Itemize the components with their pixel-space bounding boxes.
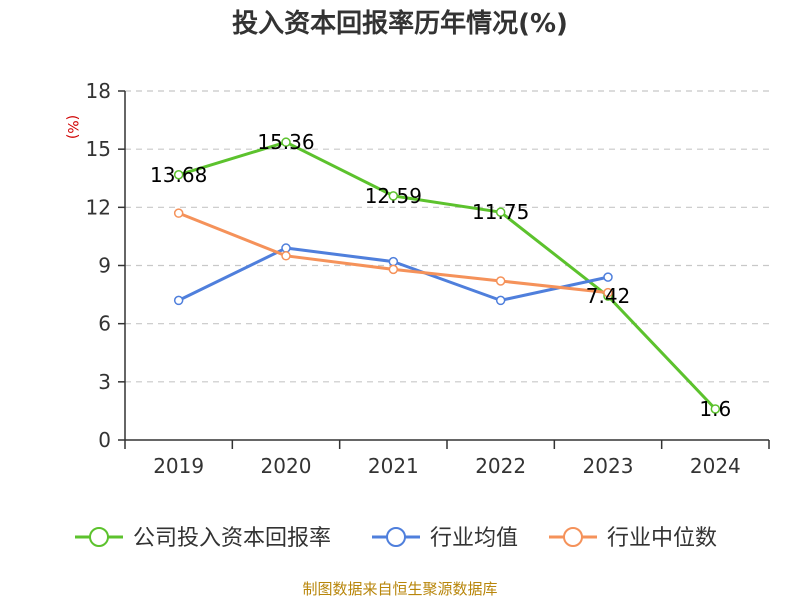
series-line-0	[178, 140, 717, 411]
data-point	[388, 264, 399, 275]
x-tick-label: 2020	[261, 454, 312, 478]
data-labels: 13.68 15.36 12.59 11.75 7.42 1.6	[150, 130, 731, 421]
legend-marker-icon	[89, 527, 109, 547]
legend[interactable]: 公司投入资本回报率 行业均值 行业中位数	[75, 526, 717, 551]
data-point	[281, 251, 291, 261]
y-tick-label: 12	[86, 195, 111, 219]
grid-lines	[125, 90, 769, 383]
data-point	[281, 137, 291, 147]
y-tick-label: 9	[98, 254, 111, 278]
legend-label: 公司投入资本回报率	[133, 526, 331, 551]
x-tick-label: 2022	[475, 454, 526, 478]
series-lines	[173, 137, 721, 414]
legend-marker-icon	[386, 527, 406, 547]
data-point	[281, 243, 291, 253]
y-tick-label: 3	[98, 370, 111, 394]
data-label: 12.59	[365, 184, 422, 208]
legend-item-2[interactable]: 行业中位数	[549, 526, 717, 551]
series-line-1	[178, 246, 609, 302]
legend-label: 行业中位数	[607, 526, 717, 551]
y-axis-label: (%)	[64, 115, 80, 139]
data-point	[173, 295, 184, 306]
data-label: 7.42	[586, 284, 631, 308]
data-point	[173, 170, 184, 180]
data-point	[495, 207, 506, 217]
x-tick-label: 2019	[153, 454, 204, 478]
legend-item-0[interactable]: 公司投入资本回报率	[75, 526, 331, 551]
x-tick-label: 2023	[583, 454, 634, 478]
x-tick-label: 2024	[690, 454, 741, 478]
x-tick-label: 2021	[368, 454, 419, 478]
axes: 0 3 6 9 12 15 18 2019 2020 2021 2022 2023 2024	[86, 79, 770, 478]
data-point	[710, 404, 721, 414]
data-point	[388, 256, 399, 267]
data-label: 11.75	[472, 200, 529, 224]
series-line-2	[178, 211, 609, 295]
y-tick-label: 15	[86, 137, 111, 161]
y-tick-label: 0	[98, 428, 111, 452]
legend-marker-icon	[563, 527, 583, 547]
legend-item-1[interactable]: 行业均值	[372, 526, 518, 551]
data-point	[495, 276, 506, 286]
data-point	[603, 287, 613, 298]
data-label: 13.68	[150, 163, 207, 187]
data-label: 15.36	[257, 130, 314, 154]
data-point	[173, 208, 184, 218]
data-point	[495, 295, 506, 306]
y-tick-label: 18	[86, 79, 111, 103]
chart-title: 投入资本回报率历年情况(%)	[232, 8, 568, 39]
data-point	[388, 191, 399, 201]
data-source-note: 制图数据来自恒生聚源数据库	[302, 580, 497, 598]
y-tick-label: 6	[98, 312, 111, 336]
legend-label: 行业均值	[430, 526, 518, 551]
data-label: 1.6	[699, 397, 731, 421]
data-point	[603, 272, 613, 282]
